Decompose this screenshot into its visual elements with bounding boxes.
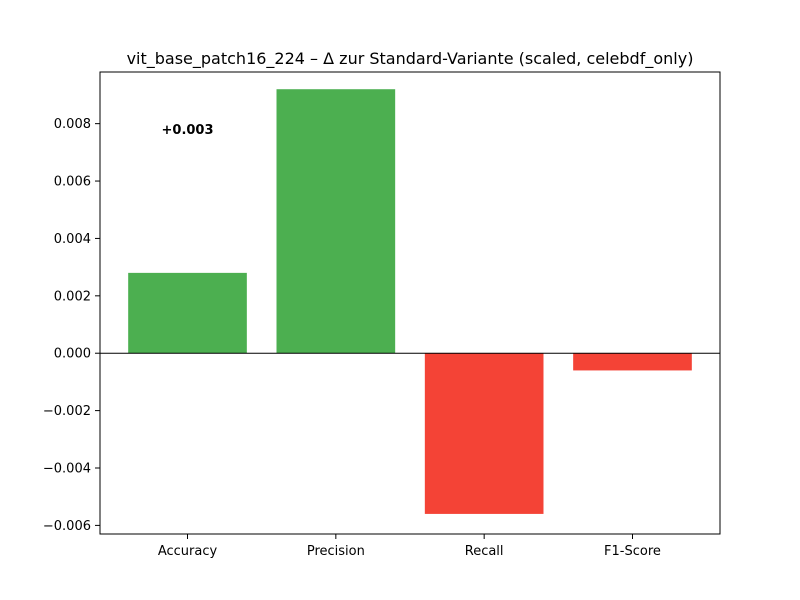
x-tick-label: Recall: [465, 544, 504, 559]
y-tick-label: −0.006: [43, 519, 91, 534]
y-tick-label: 0.004: [54, 232, 91, 247]
bar-f1-score: [573, 353, 692, 371]
bar-precision: [276, 89, 396, 354]
y-tick-label: 0.000: [54, 347, 91, 362]
x-tick-label: Precision: [307, 544, 365, 559]
y-axis: −0.006 −0.004 −0.002 0.000 0.002 0.004 0.006 0.…: [43, 117, 100, 534]
y-tick-label: −0.002: [43, 404, 91, 419]
y-tick-label: 0.006: [54, 175, 91, 190]
annotations: +0.003: [162, 123, 214, 138]
x-tick-label: F1-Score: [604, 544, 661, 559]
plot-frame: [99, 71, 721, 535]
y-tick-label: 0.008: [54, 117, 91, 132]
x-axis: Accuracy Precision Recall F1-Score: [158, 534, 661, 559]
bar-recall: [424, 353, 544, 514]
y-tick-label: −0.004: [43, 462, 91, 477]
bar-accuracy: [128, 272, 247, 354]
bars-group: [128, 89, 692, 514]
chart-title: vit_base_patch16_224 – Δ zur Standard-Va…: [127, 49, 694, 69]
x-tick-label: Accuracy: [158, 544, 218, 559]
data-label: +0.003: [162, 123, 214, 138]
y-tick-label: 0.002: [54, 289, 91, 304]
